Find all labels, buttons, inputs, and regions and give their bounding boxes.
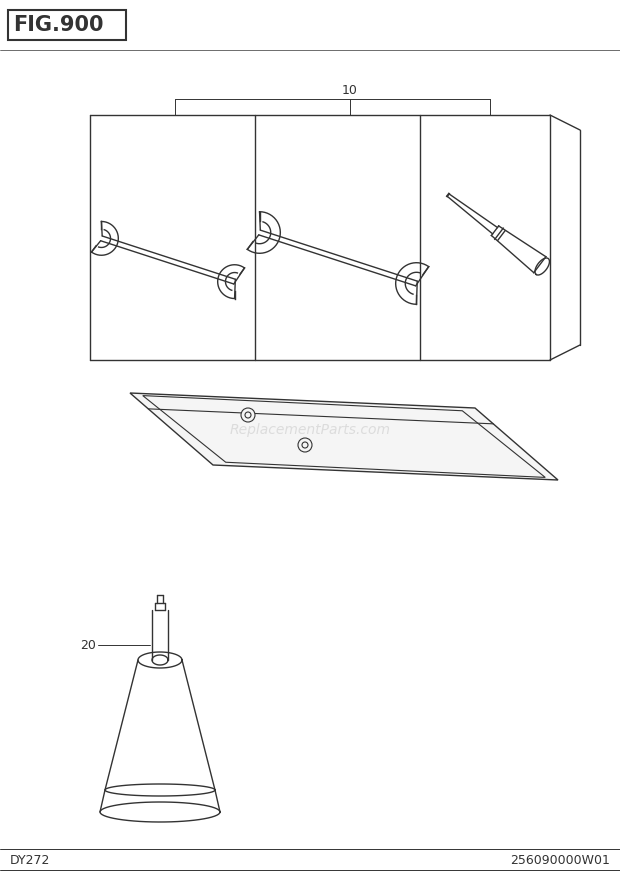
Text: DY272: DY272 [10, 854, 50, 867]
Circle shape [298, 438, 312, 452]
Circle shape [302, 442, 308, 448]
Text: 256090000W01: 256090000W01 [510, 854, 610, 867]
Circle shape [241, 408, 255, 422]
Circle shape [245, 412, 251, 418]
Text: 20: 20 [80, 638, 96, 652]
Text: FIG.900: FIG.900 [13, 15, 104, 35]
Text: 10: 10 [342, 84, 358, 97]
Polygon shape [130, 393, 558, 480]
Bar [8, 10, 126, 40]
Text: ReplacementParts.com: ReplacementParts.com [229, 423, 391, 437]
